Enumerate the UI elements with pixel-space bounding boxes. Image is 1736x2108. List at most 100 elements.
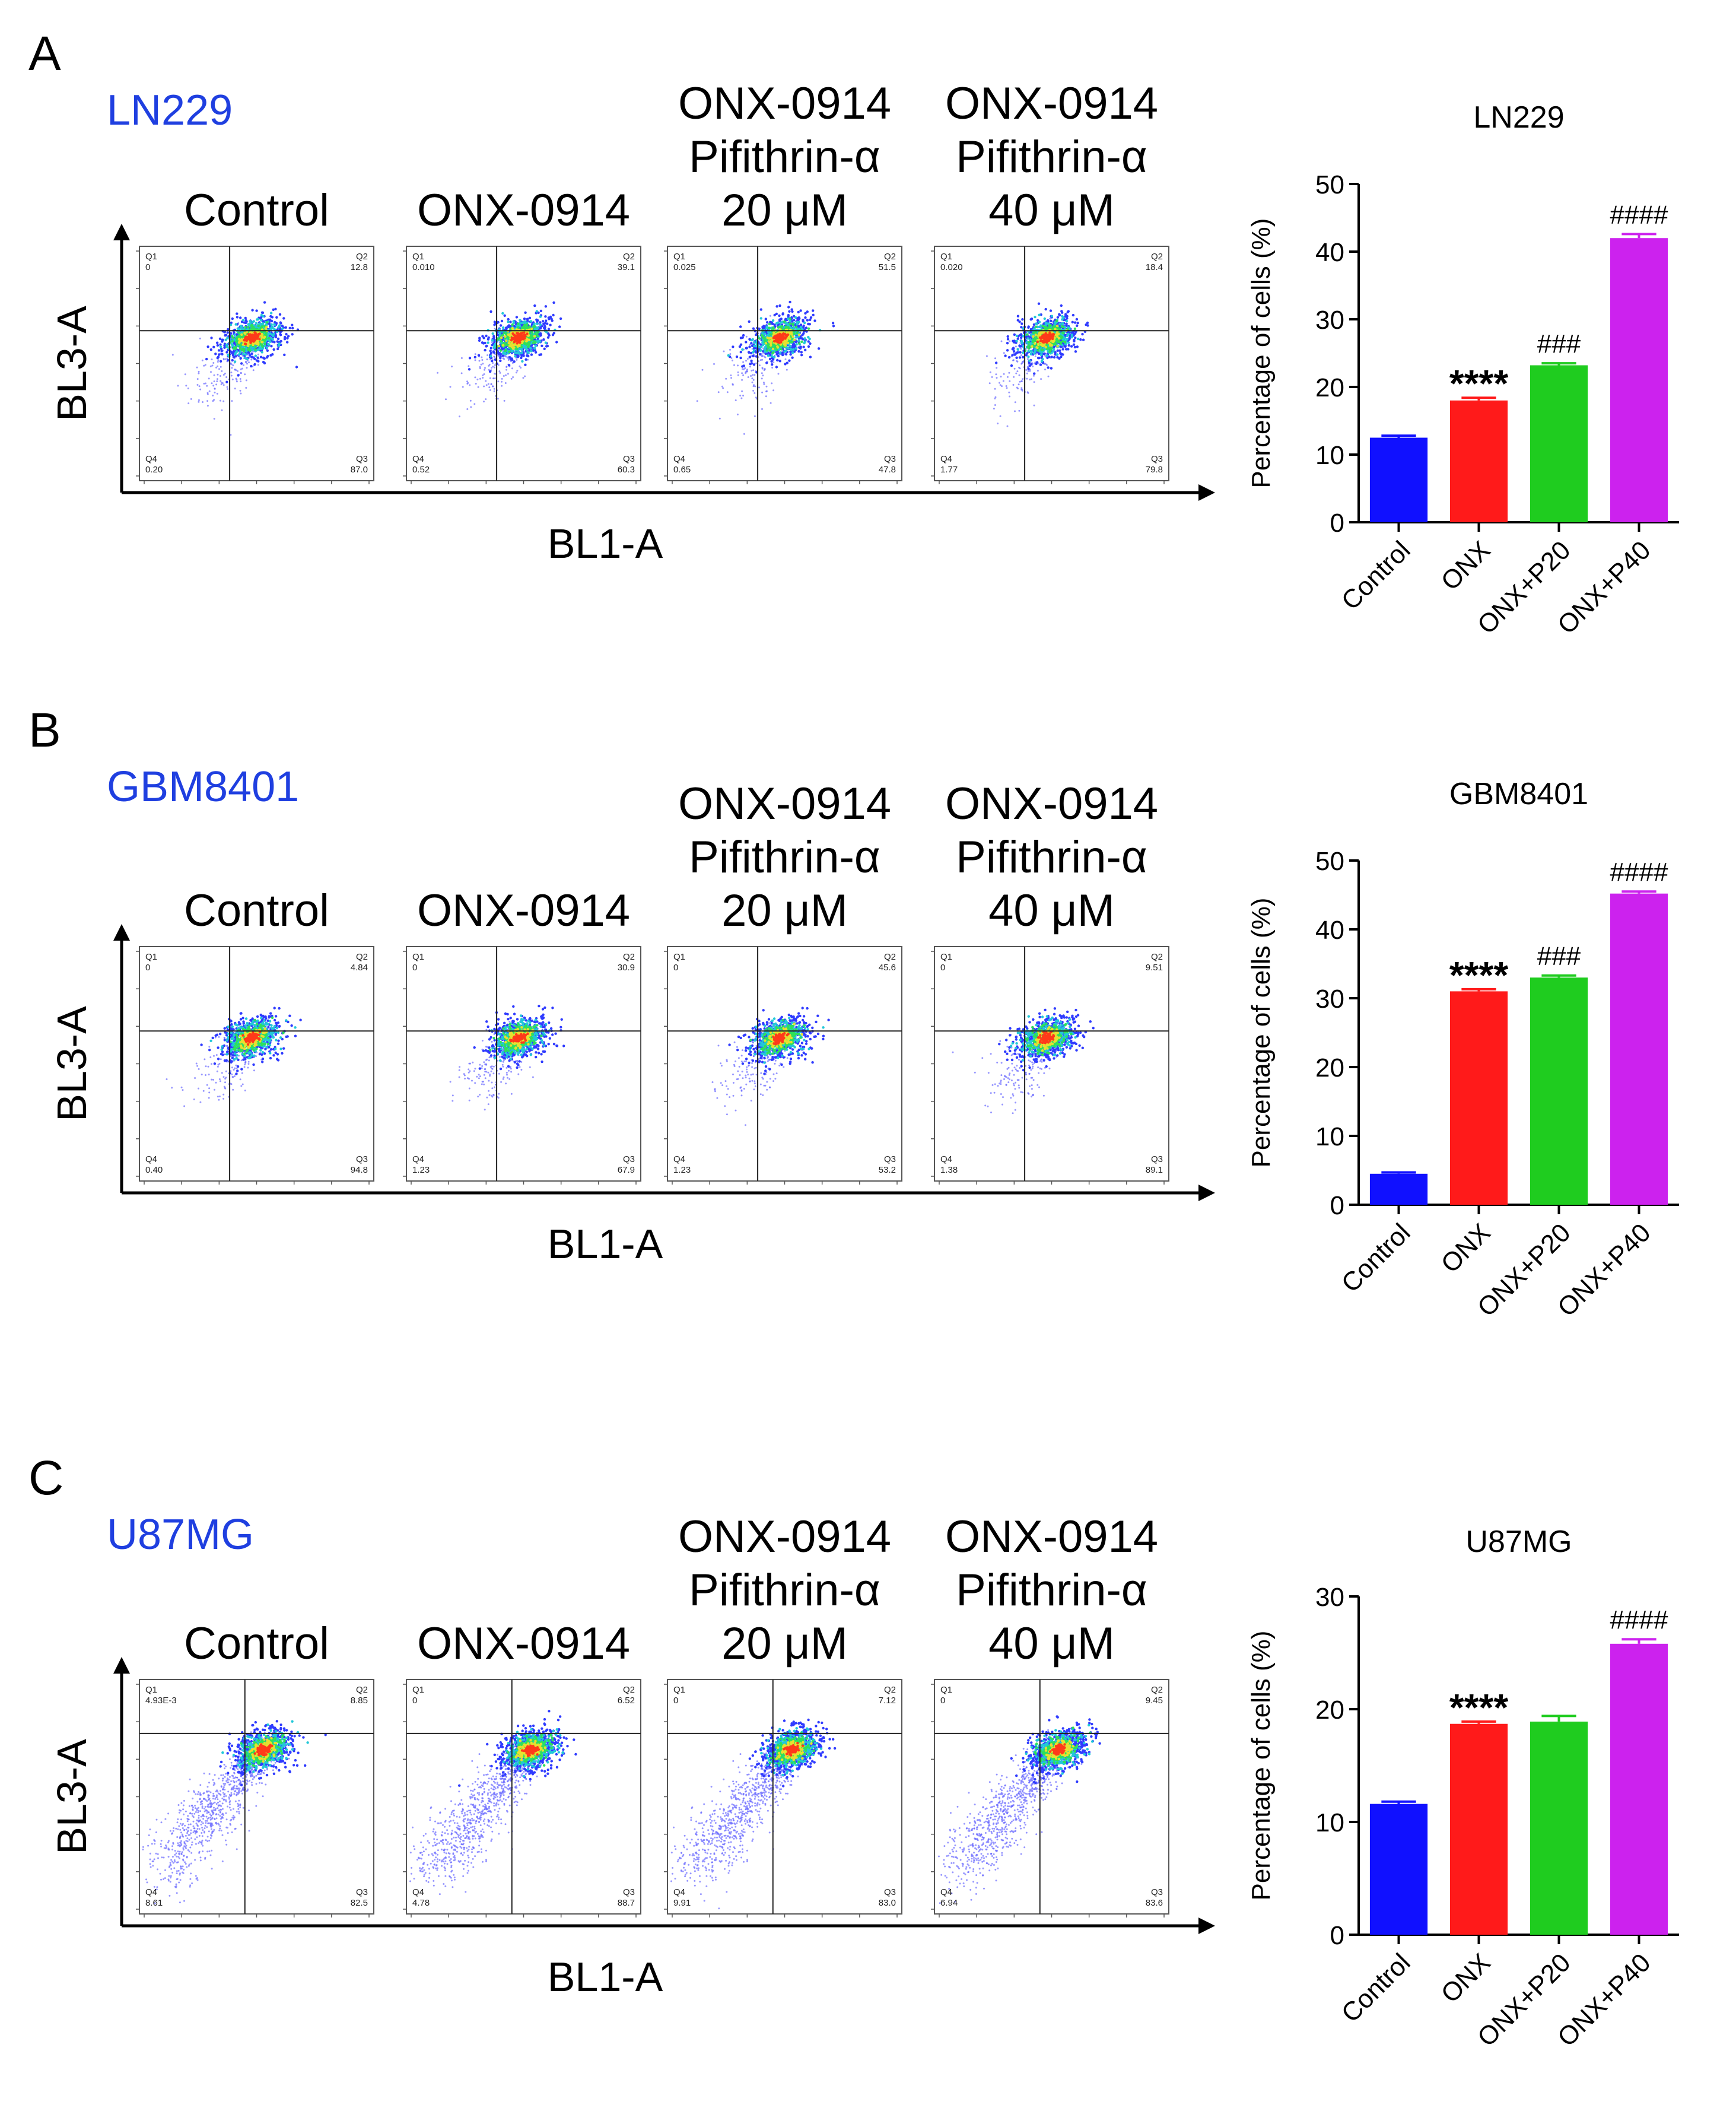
event-dot <box>232 379 234 380</box>
event-dot <box>244 373 246 375</box>
event-dot <box>202 360 204 361</box>
event-dot <box>540 310 542 312</box>
event-dot <box>262 361 265 363</box>
event-dot <box>516 316 518 318</box>
event-dot <box>235 341 237 343</box>
event-dot <box>488 383 489 385</box>
event-dot <box>249 354 251 356</box>
event-dot <box>203 365 205 367</box>
event-dot <box>462 386 464 388</box>
event-dot <box>185 385 187 386</box>
event-dot <box>484 369 485 371</box>
event-dot <box>244 353 247 355</box>
event-dot <box>261 351 263 353</box>
event-dot <box>231 367 233 369</box>
event-dot <box>468 365 469 367</box>
event-dot <box>494 391 495 392</box>
event-dot <box>256 357 259 359</box>
event-dot <box>240 372 242 374</box>
event-dot <box>205 364 206 366</box>
event-dot <box>539 315 542 318</box>
event-dot <box>253 369 255 371</box>
event-dot <box>236 379 237 380</box>
event-dot <box>225 345 228 348</box>
event-dot <box>240 390 241 392</box>
event-dot <box>257 360 259 363</box>
event-dot <box>223 384 225 386</box>
event-dot <box>493 377 495 379</box>
event-dot <box>500 324 502 326</box>
event-dot <box>262 315 265 318</box>
event-dot <box>484 342 486 344</box>
event-dot <box>445 398 447 400</box>
event-dot <box>485 345 488 347</box>
event-dot <box>478 354 480 357</box>
event-dot <box>215 367 217 369</box>
event-dot <box>232 364 234 366</box>
event-dot <box>212 346 215 348</box>
event-dot <box>483 386 485 388</box>
event-dot <box>207 405 209 407</box>
event-dot <box>501 354 504 357</box>
event-dot <box>227 386 228 388</box>
event-dot <box>237 332 240 334</box>
event-dot <box>437 372 438 374</box>
event-dot <box>275 336 277 338</box>
event-dot <box>481 357 482 358</box>
event-dot <box>274 308 276 310</box>
event-dot <box>501 312 504 315</box>
event-dot <box>261 345 263 348</box>
event-dot <box>222 339 224 341</box>
event-dot <box>245 361 247 363</box>
event-dot <box>221 409 223 411</box>
event-dot <box>244 326 246 328</box>
event-dot <box>548 334 551 336</box>
event-dot <box>235 345 237 348</box>
event-dot <box>199 338 201 339</box>
event-dot <box>236 312 238 315</box>
event-dot <box>552 314 554 316</box>
event-dot <box>237 374 239 376</box>
event-dot <box>225 351 228 353</box>
event-dot <box>507 320 509 323</box>
event-dot <box>542 320 544 322</box>
event-dot <box>544 326 546 328</box>
event-dot <box>529 317 531 319</box>
event-dot <box>535 351 537 354</box>
event-dot <box>517 355 519 358</box>
event-dot <box>246 358 249 360</box>
flow-plot: Q10Q212.8Q40.20Q387.0 <box>136 246 374 484</box>
event-dot <box>231 363 233 365</box>
event-dot <box>236 337 238 339</box>
event-dot <box>518 353 520 355</box>
event-dot <box>485 380 487 382</box>
event-dot <box>461 372 463 374</box>
event-dot <box>524 312 526 314</box>
flow-y-axis-label: BL3-A <box>49 306 95 421</box>
event-dot <box>257 364 259 366</box>
event-dot <box>227 331 229 334</box>
event-dot <box>523 318 526 320</box>
event-dot <box>214 374 215 376</box>
event-dot <box>221 382 222 383</box>
event-dot <box>474 356 476 358</box>
event-dot <box>512 320 514 322</box>
event-dot <box>533 323 536 325</box>
event-dot <box>255 309 257 312</box>
event-dot <box>492 385 494 387</box>
event-dot <box>213 399 215 401</box>
event-dot <box>484 367 486 369</box>
event-dot <box>482 363 484 364</box>
event-dot <box>551 319 554 322</box>
event-dot <box>501 385 503 387</box>
quadrant-name-q1: Q1 <box>145 252 157 262</box>
event-dot <box>276 348 279 350</box>
event-dot <box>491 367 492 369</box>
event-dot <box>233 347 235 350</box>
event-dot <box>482 377 484 379</box>
condition-label: 40 μM <box>988 185 1115 236</box>
event-dot <box>494 388 495 390</box>
event-dot <box>468 368 470 370</box>
event-dot <box>494 367 495 369</box>
event-dot <box>488 386 490 388</box>
